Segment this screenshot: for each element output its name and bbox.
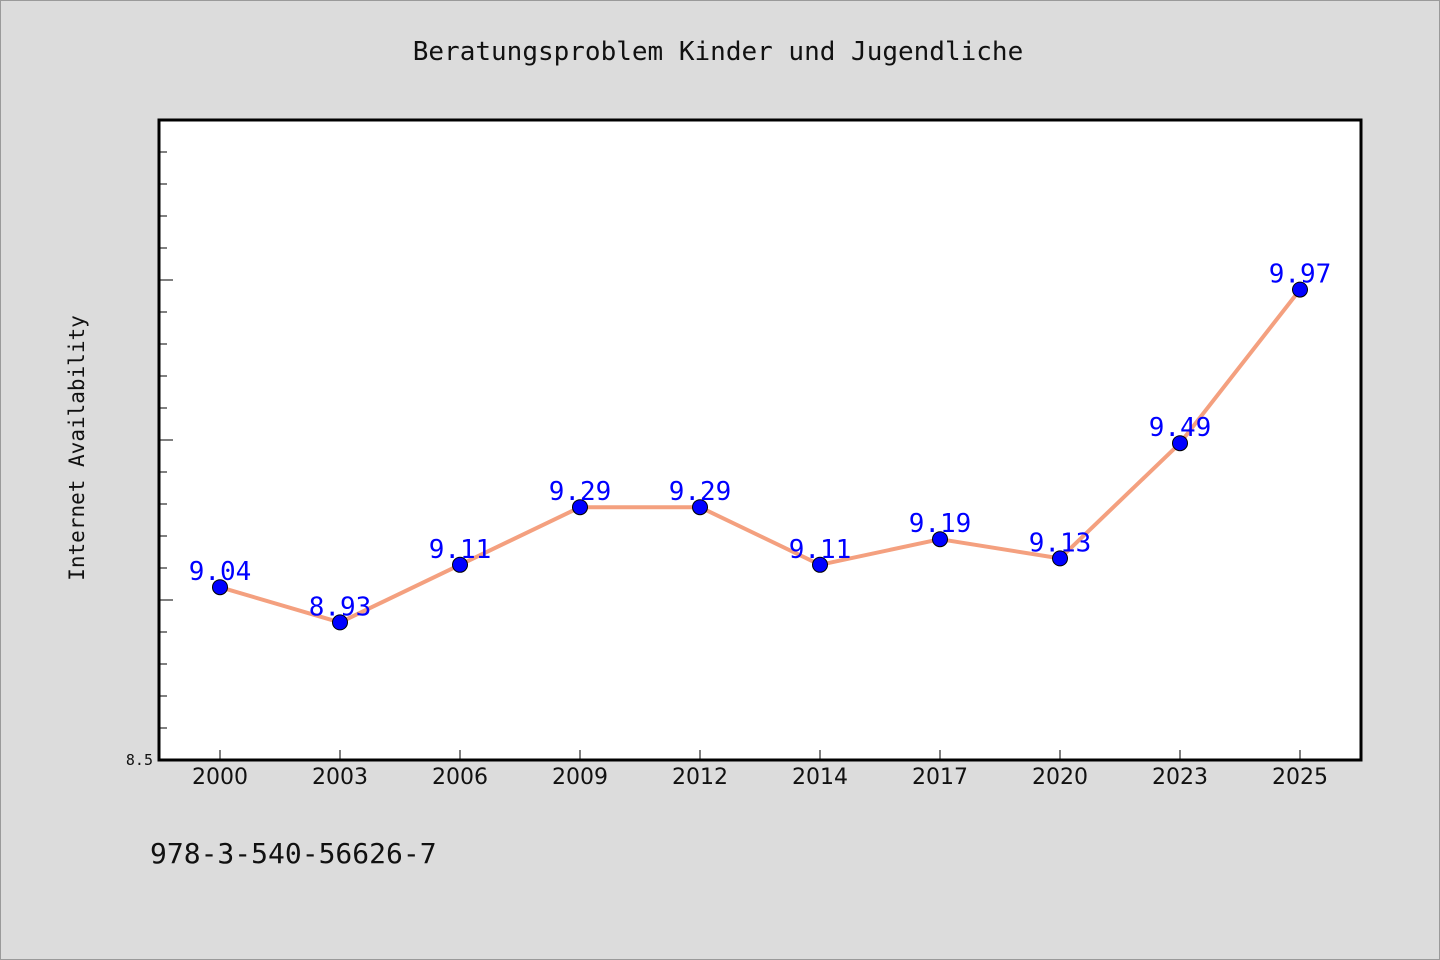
data-label: 9.13 — [1029, 528, 1092, 558]
x-tick-label: 2020 — [1032, 765, 1088, 790]
data-label: 9.19 — [909, 509, 972, 539]
data-point — [1292, 281, 1308, 298]
data-label: 9.04 — [189, 557, 252, 587]
isbn-text: 978-3-540-56626-7 — [150, 837, 437, 870]
data-labels-layer: 9.04 8.93 9.11 9.29 9.29 9.11 9.19 9.13 9.49 9.97 — [189, 260, 1332, 623]
x-tick-label: 2025 — [1272, 765, 1328, 790]
data-label: 9.29 — [549, 477, 612, 507]
x-tick-label: 2014 — [792, 765, 848, 790]
data-label: 9.49 — [1149, 413, 1212, 443]
plot-area — [157, 118, 1363, 762]
data-point — [452, 556, 468, 573]
data-point — [1172, 435, 1188, 452]
x-axis-ticks: 2000 2003 2006 2009 2012 2014 2017 2020 2023 2025 — [192, 750, 1328, 790]
y-tick-label: 8.5 — [126, 751, 153, 769]
data-point — [572, 499, 588, 516]
x-tick-label: 2012 — [672, 765, 728, 790]
data-point — [692, 499, 708, 516]
data-label: 9.11 — [429, 535, 492, 565]
y-axis-label: Internet Availability — [65, 315, 89, 581]
data-point — [1052, 550, 1068, 567]
data-label: 9.29 — [669, 477, 732, 507]
data-point — [932, 531, 948, 548]
data-point — [812, 556, 828, 573]
series-layer — [212, 281, 1308, 631]
y-axis-ticks: 8.5 — [126, 119, 173, 769]
data-point — [212, 579, 228, 596]
x-tick-label: 2006 — [432, 765, 488, 790]
data-label: 9.97 — [1269, 260, 1332, 290]
x-tick-label: 2023 — [1152, 765, 1208, 790]
x-tick-label: 2009 — [552, 765, 608, 790]
chart-title: Beratungsproblem Kinder und Jugendliche — [413, 37, 1023, 67]
x-tick-label: 2000 — [192, 765, 248, 790]
data-label: 9.11 — [789, 535, 852, 565]
x-tick-label: 2017 — [912, 765, 968, 790]
data-label: 8.93 — [309, 592, 372, 622]
series-line — [219, 288, 1302, 625]
x-tick-label: 2003 — [312, 765, 368, 790]
data-point — [332, 614, 348, 631]
